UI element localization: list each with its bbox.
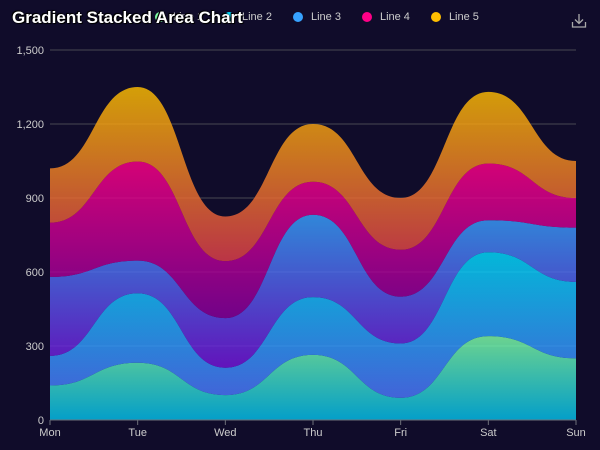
y-tick-label: 0	[38, 415, 44, 427]
download-icon	[571, 14, 587, 28]
legend-swatch	[155, 12, 165, 22]
legend-item[interactable]: Line 3	[292, 11, 341, 23]
legend-label: Line 1	[173, 11, 203, 23]
x-tick-label: Sun	[566, 427, 586, 439]
legend-swatch	[223, 12, 234, 22]
chart-title: Gradient Stacked Area Chart	[12, 8, 243, 27]
legend-swatch	[292, 12, 303, 22]
legend-label: Line 5	[448, 11, 479, 23]
x-tick-label: Tue	[128, 427, 147, 439]
legend-label: Line 3	[310, 11, 341, 23]
legend: Line 1 Line 2 Line 3 Line 4 Line 5	[155, 11, 500, 23]
area-series-4[interactable]	[50, 161, 576, 319]
x-tick-label: Wed	[214, 427, 236, 439]
legend-label: Line 4	[379, 11, 410, 23]
area-series-3[interactable]	[50, 214, 576, 368]
y-tick-label: 600	[26, 267, 44, 279]
area-series-5[interactable]	[50, 87, 576, 262]
legend-item[interactable]: Line 1	[155, 11, 203, 23]
legend-swatch	[361, 12, 372, 22]
x-tick-label: Thu	[304, 427, 323, 439]
stacked-areas	[50, 87, 576, 420]
download-button[interactable]	[570, 12, 588, 30]
area-series-2[interactable]	[50, 252, 576, 398]
y-tick-label: 900	[26, 193, 44, 205]
axes: 0 300 600 900 1,200 1,500 Mon Tue Wed Thu Fri Sat Su…	[16, 45, 585, 439]
y-tick-label: 300	[26, 341, 44, 353]
y-tick-label: 1,200	[16, 119, 44, 131]
area-series-1[interactable]	[50, 336, 576, 420]
x-tick-label: Sat	[480, 427, 497, 439]
legend-item[interactable]: Line 5	[430, 11, 479, 23]
legend-swatch	[430, 12, 441, 22]
x-tick-label: Fri	[394, 427, 407, 439]
legend-item[interactable]: Line 4	[361, 11, 410, 23]
legend-item[interactable]: Line 2	[223, 11, 272, 23]
legend-label: Line 2	[241, 11, 272, 23]
y-tick-label: 1,500	[16, 45, 44, 57]
x-tick-label: Mon	[39, 427, 60, 439]
